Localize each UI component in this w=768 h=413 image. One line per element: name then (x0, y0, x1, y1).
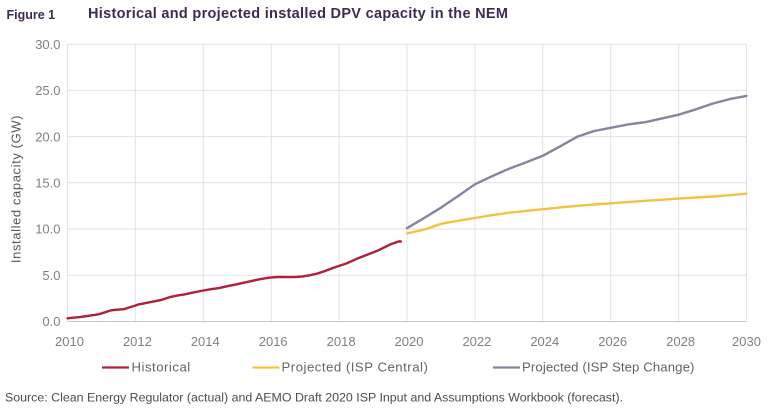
svg-text:2022: 2022 (462, 334, 491, 349)
svg-text:2024: 2024 (530, 334, 559, 349)
svg-text:2020: 2020 (395, 334, 424, 349)
svg-text:2012: 2012 (123, 334, 152, 349)
svg-text:Installed capacity (GW): Installed capacity (GW) (9, 115, 24, 263)
svg-text:2028: 2028 (666, 334, 695, 349)
svg-text:5.0: 5.0 (42, 268, 60, 283)
svg-text:Projected (ISP Step Change): Projected (ISP Step Change) (522, 360, 695, 375)
svg-text:2018: 2018 (327, 334, 356, 349)
svg-text:Source: Clean Energy Regulator: Source: Clean Energy Regulator (actual) … (5, 391, 623, 405)
svg-text:30.0: 30.0 (35, 37, 60, 52)
svg-text:2030: 2030 (732, 334, 761, 349)
svg-text:2016: 2016 (259, 334, 288, 349)
svg-text:2026: 2026 (598, 334, 627, 349)
svg-text:10.0: 10.0 (35, 222, 60, 237)
svg-text:2014: 2014 (191, 334, 220, 349)
svg-text:25.0: 25.0 (35, 83, 60, 98)
svg-text:2010: 2010 (55, 334, 84, 349)
svg-text:Projected (ISP Central): Projected (ISP Central) (282, 360, 429, 375)
svg-text:0.0: 0.0 (42, 314, 60, 329)
svg-text:20.0: 20.0 (35, 129, 60, 144)
svg-text:15.0: 15.0 (35, 176, 60, 191)
svg-text:Historical: Historical (132, 360, 191, 375)
